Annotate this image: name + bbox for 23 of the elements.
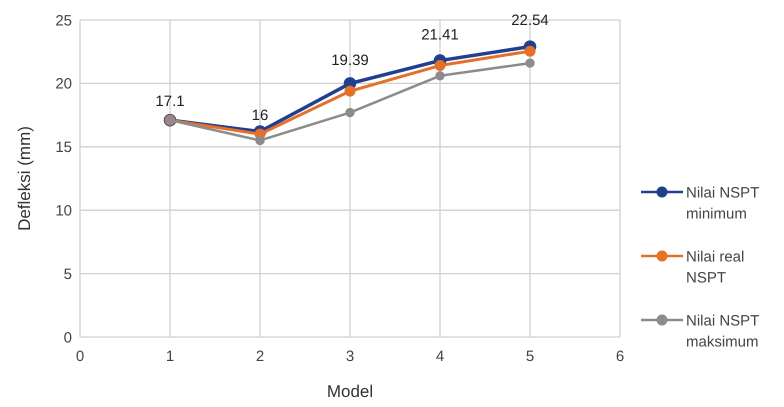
x-tick-label: 4 (436, 348, 444, 365)
y-tick-label: 25 (55, 12, 72, 30)
legend-label: Nilai NSPT minimum (686, 184, 760, 222)
x-tick-label: 1 (166, 348, 174, 365)
x-tick-label: 5 (526, 348, 534, 365)
y-axis-title: Defleksi (mm) (15, 126, 34, 231)
y-tick-label: 5 (64, 266, 72, 283)
x-tick-label: 3 (346, 348, 354, 365)
data-label: 21.41 (421, 26, 459, 44)
x-tick-label: 0 (76, 348, 84, 365)
x-tick-label: 6 (616, 348, 624, 365)
y-tick-label: 15 (55, 139, 72, 156)
legend-label: Nilai real NSPT (686, 248, 744, 286)
y-tick-label: 0 (64, 329, 72, 346)
x-tick-label: 2 (256, 348, 264, 365)
y-tick-label: 10 (55, 202, 72, 220)
data-label: 17.1 (155, 93, 185, 110)
data-label: 22.54 (511, 12, 549, 30)
x-axis-title: Model (326, 382, 374, 401)
y-tick-label: 20 (55, 76, 72, 93)
data-label: 16 (252, 107, 268, 124)
legend-label: Nilai NSPT maksimum (686, 312, 760, 350)
data-label: 19.39 (331, 52, 369, 70)
